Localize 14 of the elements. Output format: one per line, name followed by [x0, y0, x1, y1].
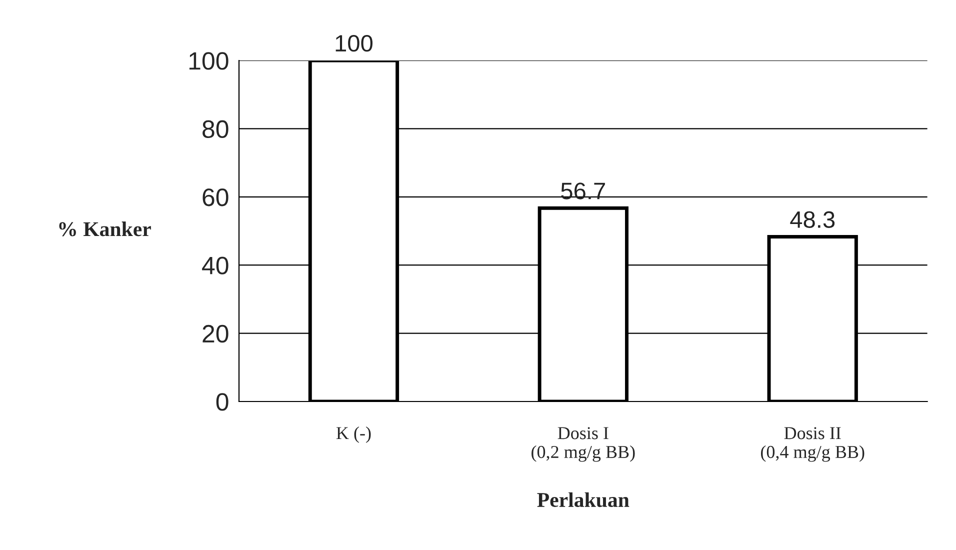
y-tick-label: 20 [202, 324, 228, 343]
y-tick-label: 0 [216, 393, 228, 411]
y-axis-title: % Kanker [59, 222, 151, 236]
x-axis-title: Perlakuan [537, 492, 630, 508]
x-tick-label: Dosis II (0,4 mg/g BB) [760, 427, 864, 462]
x-tick-label: K (-) [336, 426, 371, 443]
y-tick-label: 40 [202, 256, 228, 274]
y-tick-label: 100 [189, 52, 228, 70]
y-tick-label: 80 [202, 120, 228, 138]
y-tick-label: 60 [202, 188, 228, 206]
data-label: 56.7 [561, 182, 605, 200]
data-label: 100 [336, 34, 372, 52]
data-label: 48.3 [790, 211, 835, 228]
x-tick-label: Dosis I (0,2 mg/g BB) [532, 427, 635, 462]
